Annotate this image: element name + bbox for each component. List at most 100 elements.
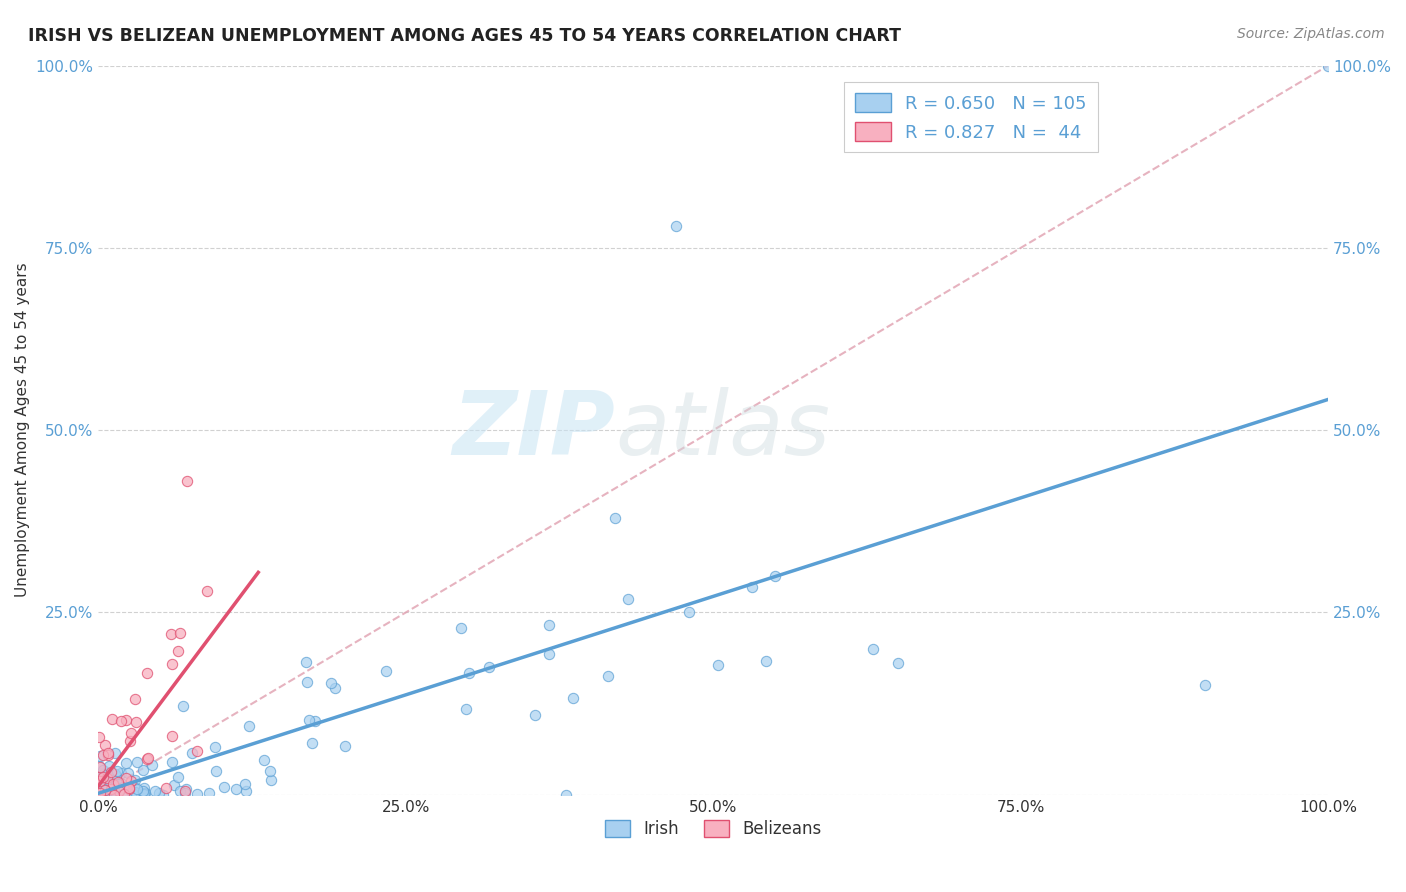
Irish [90,788,112,802]
Irish [678,606,700,620]
Belizeans [101,712,124,726]
Belizeans [89,770,111,784]
Irish [233,777,256,791]
Irish [478,660,501,674]
Irish [97,772,120,787]
Irish [90,782,112,797]
Irish [127,755,149,769]
Belizeans [100,782,122,797]
Irish [93,788,115,802]
Irish [259,764,281,778]
Irish [104,778,127,792]
Irish [163,778,186,792]
Irish [238,718,260,732]
Belizeans [120,773,142,788]
Irish [91,763,114,777]
Irish [94,770,117,784]
Text: IRISH VS BELIZEAN UNEMPLOYMENT AMONG AGES 45 TO 54 YEARS CORRELATION CHART: IRISH VS BELIZEAN UNEMPLOYMENT AMONG AGE… [28,27,901,45]
Irish [107,777,129,791]
Belizeans [120,726,142,740]
Irish [134,786,156,800]
Irish [141,757,163,772]
Irish [91,781,114,796]
Irish [124,785,146,799]
Irish [110,766,132,780]
Irish [97,781,120,796]
Irish [707,658,730,673]
Irish [131,788,153,802]
Irish [205,764,228,778]
Irish [603,510,626,524]
Irish [104,746,127,760]
Belizeans [160,626,183,640]
Irish [212,780,235,794]
Irish [174,786,197,800]
Belizeans [167,644,190,658]
Irish [132,763,155,777]
Irish [105,780,128,794]
Belizeans [176,474,198,488]
Irish [225,782,247,797]
Irish [110,775,132,789]
Belizeans [108,784,131,798]
Irish [148,786,170,800]
Irish [562,690,585,705]
Belizeans [155,781,177,796]
Belizeans [169,626,191,640]
Irish [458,665,481,680]
Belizeans [160,657,183,671]
Irish [1317,59,1340,73]
Irish [132,781,155,796]
Belizeans [87,730,110,744]
Irish [295,675,318,690]
Irish [160,755,183,769]
Irish [97,782,120,797]
Irish [94,777,117,791]
Irish [124,772,146,787]
Belizeans [94,782,117,797]
Irish [111,780,134,794]
Irish [301,736,323,750]
Irish [169,783,191,797]
Belizeans [96,772,118,786]
Irish [554,788,576,802]
Irish [152,788,174,802]
Irish [104,767,127,781]
Irish [122,780,145,794]
Belizeans [118,733,141,747]
Belizeans [89,786,111,800]
Irish [172,698,194,713]
Irish [665,219,688,233]
Irish [96,770,118,784]
Irish [862,641,884,656]
Belizeans [124,692,146,706]
Belizeans [118,780,141,795]
Y-axis label: Unemployment Among Ages 45 to 54 years: Unemployment Among Ages 45 to 54 years [15,263,30,598]
Belizeans [186,744,208,758]
Irish [204,740,226,755]
Text: atlas: atlas [614,387,830,473]
Belizeans [125,714,148,729]
Irish [260,773,283,788]
Irish [755,654,778,668]
Irish [596,669,619,683]
Irish [97,776,120,790]
Irish [90,786,112,800]
Irish [117,766,139,780]
Irish [304,714,326,728]
Belizeans [160,730,183,744]
Irish [101,773,124,788]
Irish [198,786,221,800]
Irish [321,675,343,690]
Belizeans [87,786,110,800]
Irish [105,764,128,778]
Irish [298,713,321,727]
Irish [538,647,561,661]
Irish [103,784,125,798]
Belizeans [136,751,159,765]
Irish [134,787,156,801]
Irish [90,766,112,780]
Belizeans [97,748,120,763]
Irish [115,787,138,801]
Belizeans [107,775,129,789]
